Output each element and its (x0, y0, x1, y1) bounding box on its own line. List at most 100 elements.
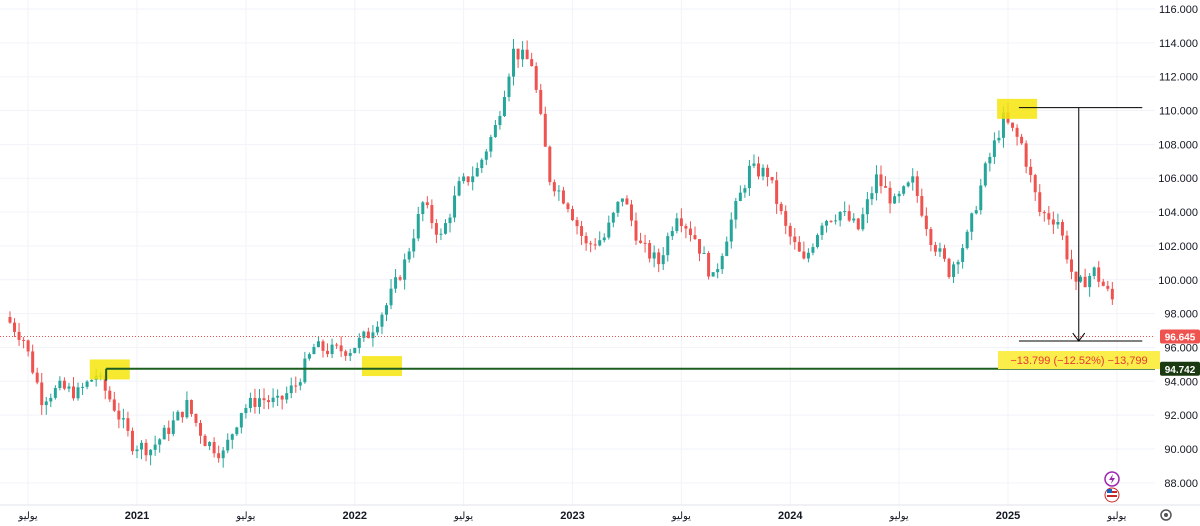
candle (462, 173, 466, 184)
candle (698, 238, 702, 262)
candle (525, 40, 529, 60)
candle (788, 222, 792, 245)
candle (330, 338, 334, 359)
candle (933, 241, 937, 257)
candle (13, 318, 17, 338)
candle (784, 205, 788, 235)
candle (861, 207, 865, 232)
candle (1056, 213, 1060, 229)
y-tick-label: 98.000 (1164, 309, 1198, 321)
candle (348, 348, 352, 362)
candle (720, 253, 724, 274)
time-axis[interactable]: يوليو 2021 يوليو 2022 يوليو 2023 يوليو 2024 يولي… (0, 504, 1200, 522)
candle (983, 161, 987, 188)
candle (176, 410, 180, 421)
candle (906, 181, 910, 188)
candle (1106, 280, 1110, 292)
measure-arrow-head (1072, 332, 1086, 342)
price-axis[interactable]: 116.000 114.000 112.000 110.000 108.000 106.0… (1158, 0, 1200, 505)
candle (44, 396, 48, 415)
candle (81, 382, 85, 396)
candle (239, 412, 243, 434)
candle (85, 380, 89, 390)
candle (244, 404, 248, 419)
candle (639, 232, 643, 244)
candle (543, 106, 547, 147)
candle (135, 445, 139, 459)
candle (688, 221, 692, 242)
candle (448, 213, 452, 233)
us-flag-icon[interactable] (1104, 487, 1120, 503)
candle (661, 247, 665, 270)
candle (566, 202, 570, 213)
candle (407, 247, 411, 263)
candle (285, 386, 289, 404)
candle (235, 426, 239, 437)
highlight-box-1[interactable] (361, 356, 402, 377)
y-tick-label: 112.000 (1159, 72, 1198, 84)
candle (371, 325, 375, 347)
candle (389, 279, 393, 310)
candle (453, 186, 457, 223)
candle (180, 411, 184, 423)
candle (262, 388, 266, 410)
candle (629, 199, 633, 227)
candle (1038, 184, 1042, 217)
candle (743, 184, 747, 198)
measure-label-box (998, 351, 1160, 370)
candle (1079, 274, 1083, 283)
candle (888, 181, 892, 214)
candle (974, 205, 978, 215)
candle (153, 435, 157, 456)
candle (294, 376, 298, 393)
candle (326, 343, 330, 358)
y-tick-label: 108.000 (1158, 139, 1198, 151)
price-axis-bg (1160, 0, 1200, 505)
candle (171, 411, 175, 437)
candle (1029, 158, 1033, 183)
candle (512, 38, 516, 86)
candle (834, 214, 838, 225)
candle (865, 191, 869, 224)
grid-lines (0, 0, 1155, 505)
candle (580, 220, 584, 245)
x-tick-label: 2021 (125, 510, 149, 522)
candle (403, 253, 407, 290)
candle (1088, 273, 1092, 297)
candle (625, 195, 629, 205)
candle (375, 321, 379, 336)
candle (1011, 122, 1015, 132)
candle (1060, 219, 1064, 241)
lightning-icon[interactable] (1104, 471, 1120, 487)
candle (71, 377, 75, 401)
candle (552, 179, 556, 197)
candle (257, 389, 261, 414)
candle (394, 269, 398, 293)
highlight-box-2[interactable] (997, 98, 1038, 119)
candle (267, 395, 271, 410)
candle (1020, 133, 1024, 145)
candle (421, 200, 425, 222)
candle (203, 434, 207, 447)
candle (847, 204, 851, 223)
candle (729, 212, 733, 249)
candle (35, 367, 39, 385)
candle (534, 62, 538, 93)
last-price-badge-text: 96.645 (1165, 333, 1196, 344)
gear-icon[interactable] (1160, 509, 1172, 521)
candle (289, 377, 293, 399)
x-tick-label: 2025 (996, 510, 1020, 522)
candle (353, 347, 357, 354)
candle (611, 211, 615, 228)
candle (126, 411, 130, 437)
y-tick-label: 88.000 (1164, 478, 1198, 490)
candle (1083, 268, 1087, 288)
candle (970, 212, 974, 241)
y-tick-label: 90.000 (1164, 444, 1198, 456)
candle (738, 185, 742, 202)
candle (26, 339, 30, 357)
candle (643, 234, 647, 253)
candle (457, 176, 461, 197)
candle (684, 223, 688, 239)
